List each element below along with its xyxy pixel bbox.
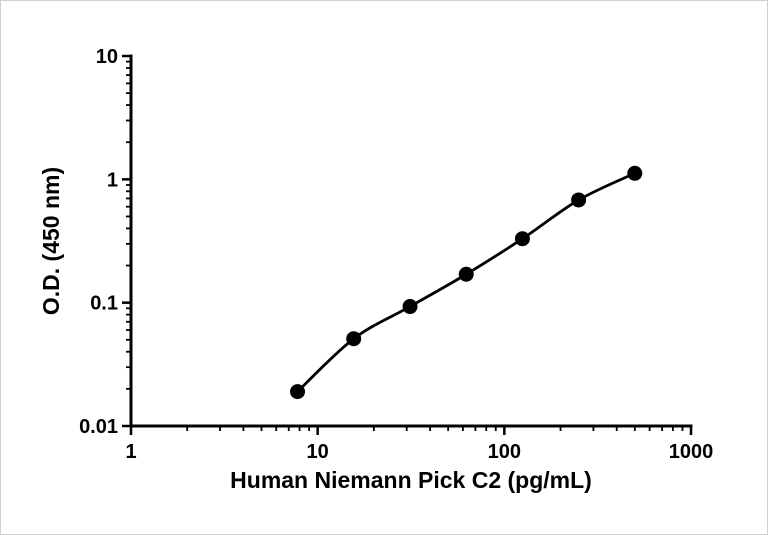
axis-spines (129, 54, 693, 428)
y-tick-label: 10 (96, 46, 118, 68)
x-tick-label: 1 (125, 441, 136, 463)
y-tick-label: 0.1 (90, 293, 118, 315)
y-tick-label: 1 (107, 169, 118, 191)
data-point-marker (346, 331, 362, 347)
data-point-marker (514, 231, 530, 247)
x-tick-label: 100 (488, 441, 521, 463)
data-point-marker (627, 165, 643, 181)
x-axis-title: Human Niemann Pick C2 (pg/mL) (230, 467, 592, 493)
data-point-marker (571, 192, 587, 208)
data-point-marker (458, 266, 474, 282)
data-point-marker (402, 299, 418, 315)
y-tick-label: 0.01 (79, 416, 118, 438)
fit-curve (296, 171, 637, 394)
data-point-marker (290, 384, 306, 400)
x-tick-label: 1000 (669, 441, 714, 463)
y-axis-title: O.D. (450 nm) (38, 166, 64, 316)
x-tick-label: 10 (307, 441, 329, 463)
